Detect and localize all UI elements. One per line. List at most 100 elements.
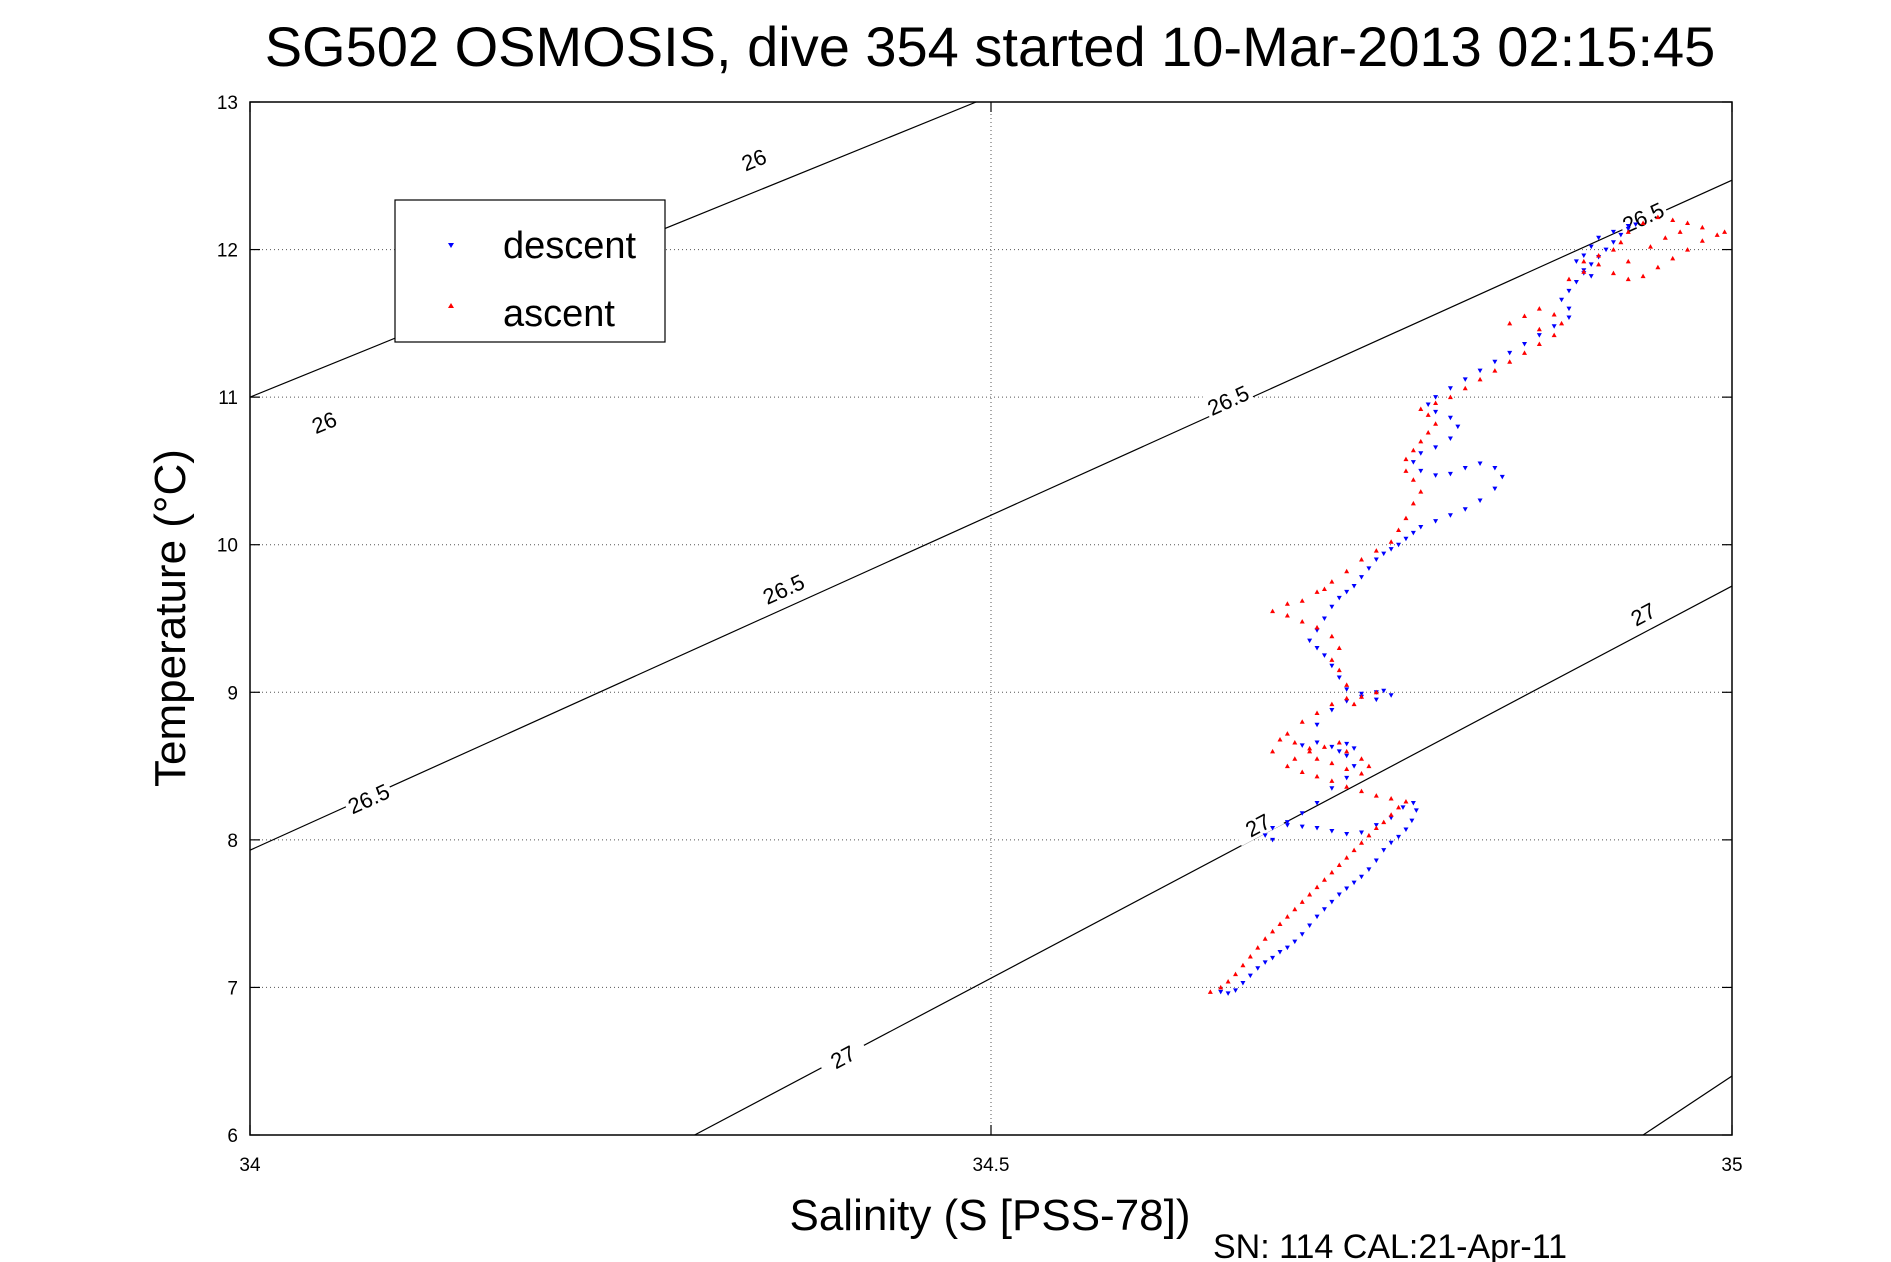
ascent-point [1247,953,1253,959]
ascent-point [1410,447,1416,453]
y-tick-label: 8 [227,831,238,852]
descent-point [1573,259,1579,264]
y-tick-label: 13 [217,93,238,114]
descent-point [1447,436,1453,441]
descent-point [1314,740,1320,745]
density-contour-line [694,585,1732,1135]
descent-point [1588,244,1594,250]
descent-point [1413,808,1419,813]
ascent-point [1329,760,1335,766]
ascent-point [1270,748,1276,754]
ascent-point [1685,220,1691,226]
ascent-point [1722,229,1728,234]
descent-point [1344,687,1350,692]
descent-point [1359,874,1364,880]
descent-point [1566,288,1572,294]
descent-point [1403,827,1409,833]
ascent-point [1699,238,1705,243]
descent-point [1610,229,1616,235]
descent-point [1418,468,1424,474]
ascent-point [1329,869,1335,875]
ascent-point [1418,438,1424,444]
descent-point [1396,834,1402,840]
descent-point [1551,324,1557,329]
descent-point [1566,306,1572,312]
descent-point [1314,628,1320,633]
legend-ascent-label: ascent [503,293,615,335]
descent-point [1284,823,1290,828]
descent-point [1307,923,1313,928]
descent-point [1418,525,1424,530]
y-tick-label: 10 [217,536,238,557]
descent-point [1625,226,1631,232]
ascent-point [1507,359,1513,364]
contour-label-bg [341,776,395,819]
descent-point [1400,805,1406,810]
descent-point [1240,981,1246,986]
descent-point [1492,465,1498,471]
descent-point [1409,818,1415,824]
contour-label-bg [815,1034,870,1078]
ascent-point [1477,376,1483,382]
density-contours [250,102,1732,1135]
descent-point [1559,297,1565,303]
descent-point [1284,945,1290,951]
descent-point [1410,530,1416,536]
descent-point [1351,880,1357,886]
data-points [1207,214,1728,996]
descent-point [1373,823,1379,828]
ascent-point [1344,695,1350,701]
descent-point [1314,722,1320,728]
descent-point [1366,867,1372,872]
descent-point [1225,991,1231,996]
descent-point [1218,989,1224,995]
ascent-point [1581,269,1587,274]
ascent-point [1396,804,1402,810]
descent-point [1581,253,1587,258]
descent-point [1262,960,1268,965]
ascent-point [1410,477,1416,482]
descent-point [1299,811,1305,816]
descent-point [1492,486,1498,492]
ascent-point [1284,601,1290,606]
ascent-point [1610,270,1616,276]
y-tick-label: 7 [227,978,238,999]
descent-point [1433,409,1439,415]
descent-point [1388,840,1394,846]
descent-point [1410,800,1416,806]
descent-point [1433,445,1439,450]
ascent-point [1433,400,1439,406]
descent-point [1588,274,1594,279]
ascent-point [1207,989,1213,994]
descent-point [1321,653,1327,658]
legend-descent-label: descent [503,225,637,267]
descent-point [1314,914,1320,920]
ascent-point [1447,394,1453,400]
descent-point [1433,395,1439,400]
ascent-point [1321,877,1327,882]
legend: descent ascent [394,199,666,343]
descent-point [1359,575,1364,580]
descent-point [1336,675,1342,681]
descent-point [1359,830,1364,835]
descent-point [1499,474,1505,480]
descent-point [1336,749,1342,754]
descent-point [1366,566,1372,571]
descent-point [1381,688,1387,694]
descent-point [1344,589,1350,595]
chart-title: SG502 OSMOSIS, dive 354 started 10-Mar-2… [265,15,1716,78]
descent-point [1329,707,1335,713]
ascent-point [1359,788,1364,794]
ascent-point [1277,921,1283,926]
ascent-point [1366,763,1372,769]
ascent-point [1699,224,1705,230]
ascent-point [1329,657,1335,662]
legend-ascent-marker [448,303,454,308]
descent-point [1388,815,1394,821]
ascent-point [1329,579,1335,584]
ascent-point [1418,406,1424,411]
descent-point [1418,451,1424,456]
ascent-point [1418,489,1424,494]
